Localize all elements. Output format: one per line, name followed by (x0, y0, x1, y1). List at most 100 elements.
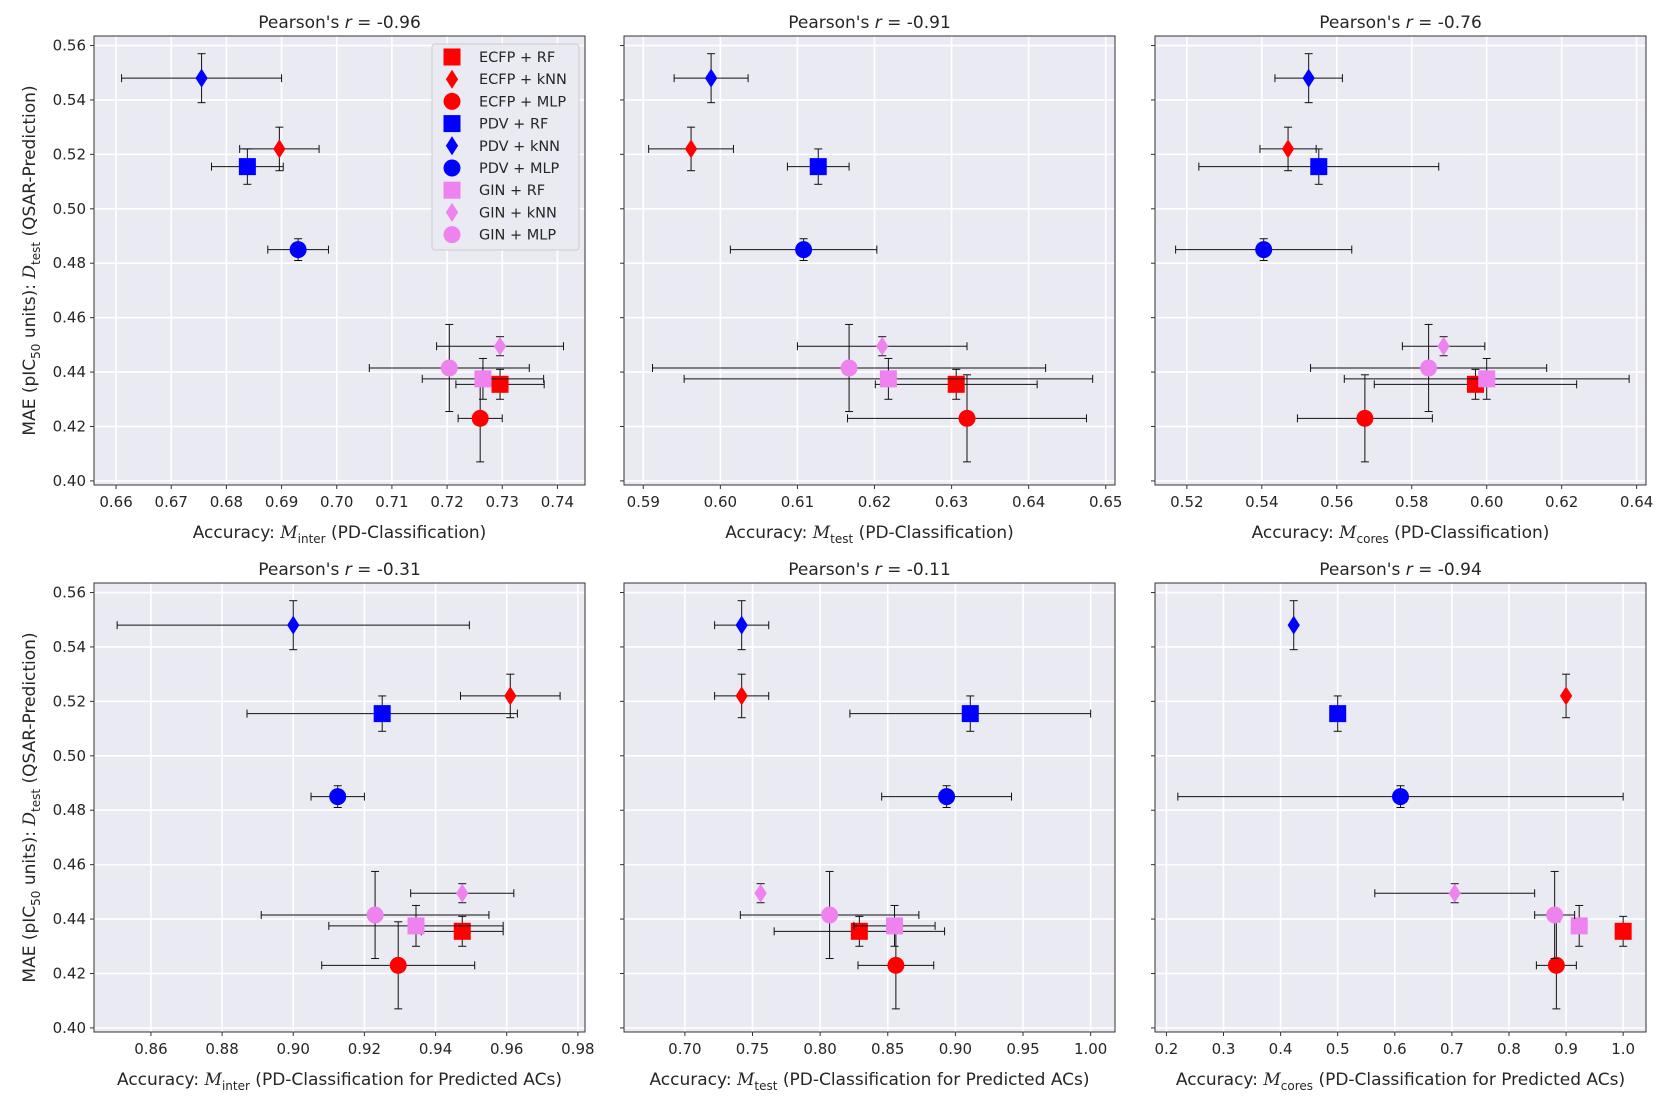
x-label-symbol: M (204, 1070, 223, 1090)
data-point (1448, 883, 1461, 903)
series-pdv-mlp (881, 785, 1013, 808)
title-value: = -0.31 (352, 560, 421, 580)
data-point (961, 705, 979, 723)
legend-entry: GIN + MLP (443, 226, 556, 244)
series-gin-knn (410, 883, 515, 904)
axes-frame (1154, 35, 1647, 486)
chart-title: Pearson's r = -0.11 (788, 560, 951, 580)
y-label-subscript: test (29, 789, 43, 812)
title-value: = -0.11 (882, 560, 951, 580)
x-tick-label: 0.75 (736, 1040, 769, 1058)
legend-entry: GIN + RF (443, 181, 545, 199)
series-ecfp-mlp (457, 374, 503, 463)
y-tick-label: 0.50 (53, 200, 86, 218)
title-r: r (345, 13, 353, 33)
y-tick-label: 0.40 (53, 472, 86, 490)
x-label-subscript: test (830, 532, 853, 546)
gridlines (624, 36, 1115, 485)
chart-panel-5: 0.70 0.75 0.80 0.85 0.90 0.95 1.00 Pearson's r … (620, 560, 1116, 1093)
data-point (493, 336, 507, 356)
y-label-suffix: (QSAR-Prediction) (20, 85, 40, 242)
x-tick-label: 0.52 (1170, 493, 1203, 511)
data-point (795, 241, 813, 259)
data-point (453, 922, 471, 940)
series-ecfp-mlp (857, 921, 935, 1010)
x-label-subscript: inter (222, 1079, 250, 1093)
title-r: r (875, 13, 883, 33)
legend-marker (443, 115, 461, 133)
x-axis-label: Accuracy: Mcores (PD-Classification for … (1176, 1070, 1625, 1093)
x-tick-label: 0.58 (1395, 493, 1428, 511)
x-tick-label: 0.69 (265, 493, 298, 511)
data-point (1392, 788, 1409, 806)
gridlines (94, 583, 585, 1032)
series-pdv-knn (1274, 53, 1343, 104)
y-label-subscript: test (29, 242, 43, 265)
x-tick-label: 0.98 (561, 1040, 594, 1058)
series-ecfp-rf (420, 915, 504, 947)
series-pdv-knn (116, 600, 470, 651)
series-ecfp-rf (773, 915, 946, 947)
data-point (373, 705, 391, 723)
axes-frame (93, 582, 586, 1033)
data-point (329, 788, 347, 806)
series-pdv-mlp (267, 238, 329, 261)
x-tick-label: 0.64 (1012, 493, 1045, 511)
x-label-suffix: (PD-Classification) (1389, 523, 1550, 543)
y-axis-label: MAE (pIC50 units): Dtest (QSAR-Predictio… (20, 85, 43, 435)
series-ecfp-mlp (847, 374, 1087, 463)
series-pdv-knn (673, 53, 749, 104)
plot-area (624, 36, 1115, 485)
data-point (754, 883, 767, 903)
series-gin-knn (1374, 883, 1536, 904)
data-point (1310, 158, 1328, 176)
legend-label: GIN + RF (479, 183, 545, 199)
x-tick-label: 1.0 (1611, 1040, 1635, 1058)
x-tick-label: 0.60 (1470, 493, 1503, 511)
x-tick-label: 0.90 (277, 1040, 310, 1058)
x-label-suffix: (PD-Classification) (853, 523, 1014, 543)
legend-entry: ECFP + kNN (445, 69, 567, 89)
series-ecfp-rf (874, 368, 1038, 400)
x-tick-label: 0.80 (803, 1040, 836, 1058)
x-tick-label: 0.90 (939, 1040, 972, 1058)
x-label-symbol: M (279, 523, 298, 543)
series-gin-mlp (1310, 323, 1548, 413)
series-gin-mlp (260, 870, 490, 960)
series-pdv-knn (1287, 600, 1300, 651)
series-gin-rf (328, 904, 504, 947)
x-label-text: Accuracy: (1176, 1070, 1264, 1090)
x-label-subscript: cores (1281, 1079, 1313, 1093)
series-ecfp-rf (455, 368, 545, 400)
series-gin-mlp (368, 323, 530, 413)
series-pdv-mlp (310, 785, 365, 808)
legend-entry: GIN + kNN (445, 202, 557, 222)
data-point (958, 409, 976, 427)
series-gin-mlp (739, 870, 920, 960)
x-tick-label: 0.66 (99, 493, 132, 511)
series-ecfp-knn (648, 126, 734, 172)
legend-marker (445, 136, 459, 156)
legend-label: PDV + kNN (479, 139, 560, 155)
axes-frame (623, 35, 1116, 486)
series-ecfp-knn (459, 673, 561, 719)
gridlines (624, 583, 1115, 1032)
axes-frame (623, 582, 1116, 1033)
x-axis-label: Accuracy: Minter (PD-Classification for … (117, 1070, 562, 1093)
x-label-symbol: M (1338, 523, 1357, 543)
title-value: = -0.96 (352, 13, 421, 33)
x-axis-label: Accuracy: Minter (PD-Classification) (193, 523, 487, 546)
series-ecfp-knn (239, 126, 320, 172)
y-label-subscript: 50 (29, 891, 43, 906)
legend-marker (443, 48, 461, 66)
data-point (471, 409, 489, 427)
x-label-symbol: M (812, 523, 831, 543)
x-tick-label: 0.62 (1545, 493, 1578, 511)
y-tick-label: 0.44 (53, 910, 86, 928)
data-point (195, 68, 208, 88)
data-point (809, 158, 827, 176)
series-pdv-rf (246, 695, 518, 732)
series-ecfp-mlp (321, 921, 476, 1010)
x-tick-label: 0.68 (210, 493, 243, 511)
x-tick-label: 0.92 (348, 1040, 381, 1058)
